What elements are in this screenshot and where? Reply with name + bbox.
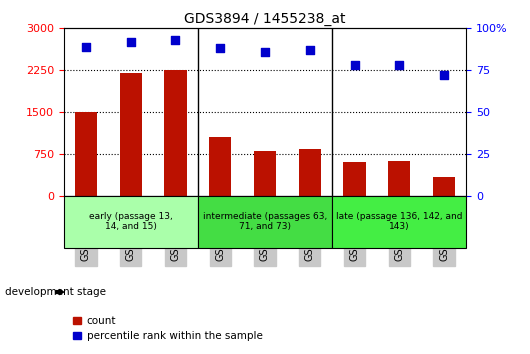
Bar <box>198 195 332 248</box>
Point <box>395 62 403 68</box>
Bar <box>120 73 142 195</box>
Text: development stage: development stage <box>5 287 107 297</box>
Bar <box>332 195 466 248</box>
Bar <box>75 112 97 195</box>
Text: intermediate (passages 63,
71, and 73): intermediate (passages 63, 71, and 73) <box>203 212 327 232</box>
Bar <box>298 149 321 195</box>
Legend: count, percentile rank within the sample: count, percentile rank within the sample <box>69 312 267 345</box>
Point <box>350 62 359 68</box>
Bar <box>64 195 198 248</box>
Point <box>305 47 314 53</box>
Bar <box>254 151 276 195</box>
Point <box>127 39 135 45</box>
Point <box>261 49 269 55</box>
Bar <box>388 161 410 195</box>
Bar <box>164 70 187 195</box>
Point <box>82 44 90 50</box>
Point <box>171 37 180 43</box>
Bar <box>209 137 232 195</box>
Bar <box>343 161 366 195</box>
Title: GDS3894 / 1455238_at: GDS3894 / 1455238_at <box>184 12 346 26</box>
Text: early (passage 13,
14, and 15): early (passage 13, 14, and 15) <box>89 212 173 232</box>
Point <box>440 72 448 78</box>
Point <box>216 46 225 51</box>
Text: late (passage 136, 142, and
143): late (passage 136, 142, and 143) <box>336 212 463 232</box>
Bar <box>433 177 455 195</box>
